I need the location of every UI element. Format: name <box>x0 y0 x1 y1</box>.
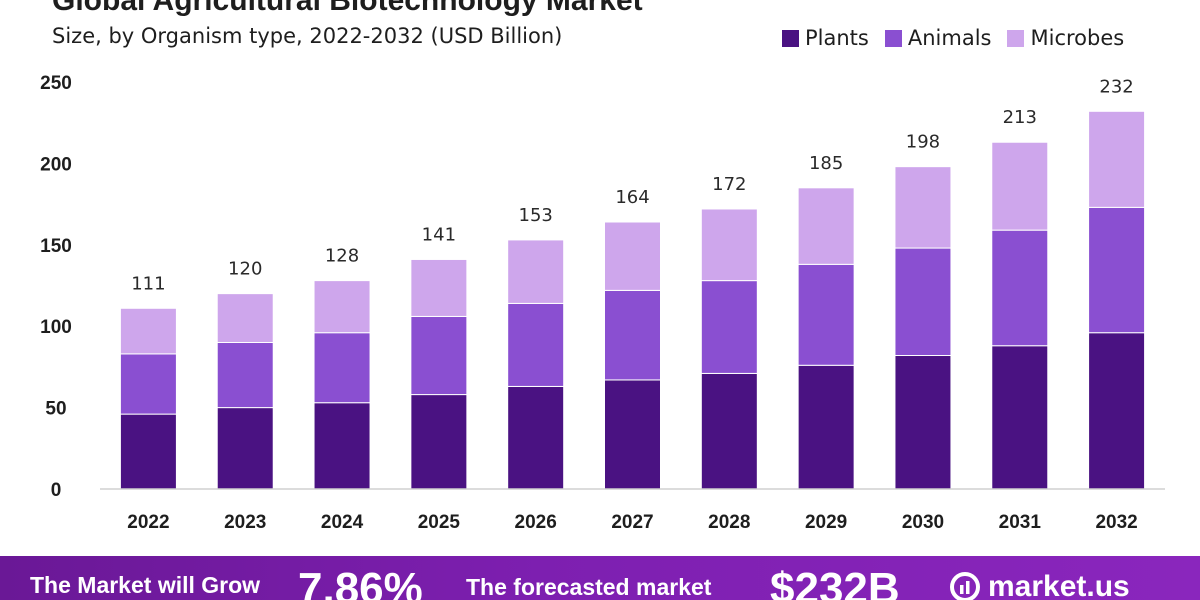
bar-segment-microbes <box>991 141 1049 231</box>
chart-subtitle: Size, by Organism type, 2022-2032 (USD B… <box>52 24 563 48</box>
bar-segment-microbes <box>797 187 855 265</box>
brand-logo[interactable]: market.us <box>948 570 1130 600</box>
legend-swatch-animals <box>884 29 902 47</box>
x-tick-label: 2023 <box>224 512 266 533</box>
logo-text: market.us <box>988 570 1130 600</box>
bar-segment-animals <box>1088 206 1146 334</box>
x-tick-label: 2032 <box>1095 512 1137 533</box>
bar-segment-animals <box>410 315 468 396</box>
bar-segment-animals <box>991 229 1049 347</box>
bar-segment-plants <box>216 407 274 490</box>
bar-segment-animals <box>700 280 758 374</box>
bar-segment-animals <box>507 302 565 387</box>
y-tick-label: 0 <box>51 480 62 501</box>
bar-segment-microbes <box>1088 110 1146 208</box>
bar-segment-plants <box>313 402 371 490</box>
bar-total-label: 128 <box>325 246 359 267</box>
legend-item-plants: Plants <box>782 26 869 50</box>
bar-total-label: 111 <box>131 273 165 294</box>
bar-total-label: 185 <box>809 153 843 174</box>
bar-segment-animals <box>313 332 371 404</box>
x-tick-label: 2029 <box>805 512 847 533</box>
x-tick-label: 2024 <box>321 512 364 533</box>
stacked-bar-chart: 0 50 100 150 200 250 111 2022 120 2023 128 2024 141 2… <box>40 73 1165 533</box>
bar-total-label: 198 <box>906 132 940 153</box>
bar-segment-plants <box>410 394 468 490</box>
x-tick-label: 2025 <box>418 512 461 533</box>
bar-total-label: 232 <box>1099 76 1133 97</box>
bar-segment-microbes <box>604 221 661 291</box>
bar-segment-plants <box>507 385 565 490</box>
legend-swatch-microbes <box>1007 29 1025 47</box>
y-tick-label: 100 <box>40 317 72 338</box>
bar-segment-plants <box>991 345 1049 490</box>
chart-legend: Plants Animals Microbes <box>782 26 1140 50</box>
bar-segment-animals <box>604 289 661 381</box>
legend-item-animals: Animals <box>884 26 992 50</box>
bar-segment-microbes <box>216 293 274 343</box>
y-tick-label: 250 <box>40 73 72 94</box>
x-tick-label: 2027 <box>611 512 653 533</box>
banner-market-value: $232B <box>770 564 900 600</box>
bar-segment-animals <box>894 247 952 357</box>
logo-icon <box>950 572 980 600</box>
bar-segment-plants <box>119 413 177 490</box>
bar-segment-plants <box>700 372 758 490</box>
bar-segment-animals <box>216 341 274 409</box>
y-tick-label: 50 <box>45 399 66 420</box>
x-tick-label: 2031 <box>999 512 1042 533</box>
legend-swatch-plants <box>782 29 799 47</box>
x-tick-label: 2026 <box>515 512 557 533</box>
bar-total-label: 164 <box>615 187 649 208</box>
chart-title: Global Agricultural Biotechnology Market <box>52 0 643 17</box>
bar-segment-microbes <box>313 280 371 334</box>
bar-segment-plants <box>894 355 952 490</box>
legend-label-animals: Animals <box>907 26 992 50</box>
banner-forecast-text: The forecasted market <box>466 574 712 600</box>
bar-total-label: 120 <box>228 259 262 280</box>
legend-label-microbes: Microbes <box>1030 26 1125 50</box>
bar-segment-microbes <box>410 258 468 317</box>
y-tick-label: 200 <box>40 154 72 175</box>
bar-segment-plants <box>1088 332 1146 490</box>
legend-item-microbes: Microbes <box>1007 26 1124 50</box>
x-tick-label: 2022 <box>127 512 169 533</box>
bar-total-label: 153 <box>519 205 553 226</box>
bar-total-label: 141 <box>422 224 456 245</box>
bar-total-label: 213 <box>1003 107 1037 128</box>
promo-banner: The Market will Grow 7.86% The forecaste… <box>0 556 1200 600</box>
legend-label-plants: Plants <box>805 26 869 50</box>
bar-segment-microbes <box>119 307 177 355</box>
bar-segment-animals <box>797 263 855 366</box>
bar-segment-microbes <box>894 166 952 249</box>
banner-cagr-value: 7.86% <box>298 564 423 600</box>
bar-segment-plants <box>604 379 661 490</box>
bar-segment-animals <box>119 353 177 415</box>
y-tick-label: 150 <box>40 236 72 257</box>
bar-segment-microbes <box>507 239 565 304</box>
bar-segment-plants <box>797 364 855 490</box>
banner-grow-text: The Market will Grow <box>30 572 261 598</box>
bar-segment-microbes <box>700 208 758 282</box>
x-tick-label: 2030 <box>902 512 944 533</box>
x-tick-label: 2028 <box>708 512 750 533</box>
bar-total-label: 172 <box>712 174 746 195</box>
